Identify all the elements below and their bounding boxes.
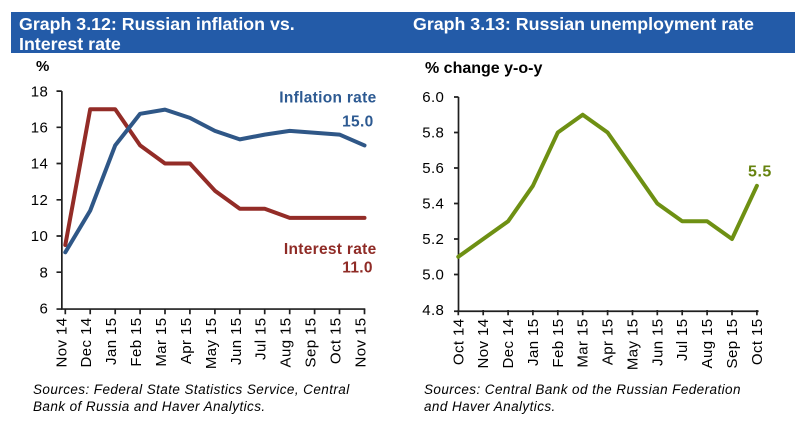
svg-text:Jan 15: Jan 15 xyxy=(525,319,542,366)
svg-text:Feb 15: Feb 15 xyxy=(550,319,567,368)
svg-text:Sep 15: Sep 15 xyxy=(303,318,320,368)
svg-text:11.0: 11.0 xyxy=(342,260,373,277)
svg-text:4.8: 4.8 xyxy=(422,302,444,319)
svg-text:6.0: 6.0 xyxy=(422,89,444,106)
svg-text:Feb 15: Feb 15 xyxy=(128,318,145,367)
svg-text:Dec 14: Dec 14 xyxy=(500,319,517,369)
svg-text:Jun 15: Jun 15 xyxy=(228,318,245,365)
svg-text:Apr 15: Apr 15 xyxy=(600,319,617,366)
svg-text:6: 6 xyxy=(40,301,49,318)
svg-text:5.5: 5.5 xyxy=(748,164,772,181)
svg-text:5.0: 5.0 xyxy=(422,267,444,284)
svg-text:Aug 15: Aug 15 xyxy=(278,318,295,368)
svg-text:16: 16 xyxy=(31,120,49,137)
svg-text:Oct 15: Oct 15 xyxy=(749,319,766,366)
svg-text:14: 14 xyxy=(31,156,49,173)
svg-text:Jan 15: Jan 15 xyxy=(103,318,120,365)
svg-text:5.2: 5.2 xyxy=(422,231,444,248)
svg-text:5.6: 5.6 xyxy=(422,160,444,177)
svg-text:Nov 15: Nov 15 xyxy=(353,318,370,368)
svg-text:Jun 15: Jun 15 xyxy=(649,319,666,366)
svg-text:Mar 15: Mar 15 xyxy=(575,319,592,368)
svg-text:8: 8 xyxy=(40,264,49,281)
svg-text:Oct 14: Oct 14 xyxy=(450,319,467,366)
svg-text:Inflation rate: Inflation rate xyxy=(279,90,376,107)
svg-text:Dec 14: Dec 14 xyxy=(78,318,95,368)
svg-text:Jul 15: Jul 15 xyxy=(253,318,270,360)
svg-text:Nov 14: Nov 14 xyxy=(53,318,70,368)
svg-text:May 15: May 15 xyxy=(203,318,220,370)
svg-text:5.8: 5.8 xyxy=(422,125,444,142)
svg-text:15.0: 15.0 xyxy=(342,114,373,131)
svg-text:5.4: 5.4 xyxy=(422,196,444,213)
svg-text:Mar 15: Mar 15 xyxy=(153,318,170,367)
svg-text:Aug 15: Aug 15 xyxy=(699,319,716,369)
svg-text:Sep 15: Sep 15 xyxy=(724,319,741,369)
svg-text:Interest rate: Interest rate xyxy=(284,241,377,258)
svg-text:May 15: May 15 xyxy=(625,319,642,371)
svg-text:Jul 15: Jul 15 xyxy=(674,319,691,361)
svg-text:12: 12 xyxy=(31,192,49,209)
svg-text:Nov 14: Nov 14 xyxy=(475,319,492,369)
svg-text:Oct 15: Oct 15 xyxy=(328,318,345,365)
svg-text:Apr 15: Apr 15 xyxy=(178,318,195,365)
svg-text:10: 10 xyxy=(31,228,49,245)
svg-text:18: 18 xyxy=(31,83,49,100)
